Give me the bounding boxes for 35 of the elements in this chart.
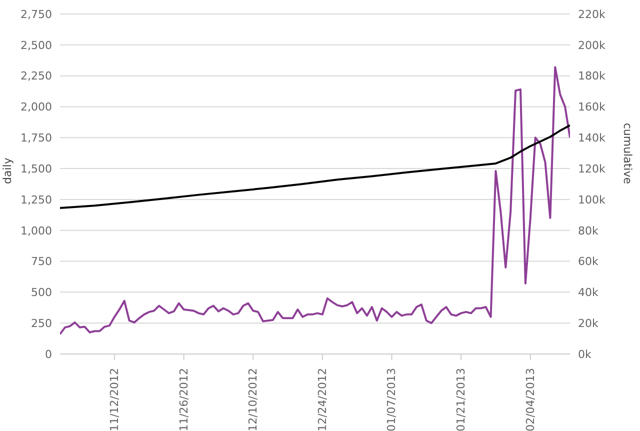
y2-tick-label: 60k bbox=[578, 255, 599, 268]
y-tick-label: 2,500 bbox=[20, 38, 52, 52]
y2-tick-label: 40k bbox=[578, 286, 599, 300]
y-tick-label: 2,250 bbox=[20, 70, 52, 83]
y2-tick-label: 0k bbox=[578, 348, 592, 361]
y-tick-label: 1,500 bbox=[20, 162, 52, 176]
y-tick-label: 1,250 bbox=[20, 193, 52, 206]
y-axis-title: daily bbox=[0, 157, 14, 184]
y2-tick-label: 120k bbox=[578, 162, 606, 176]
x-tick-label: 01/07/2013 bbox=[385, 368, 398, 431]
x-tick-label: 02/04/2013 bbox=[524, 368, 537, 431]
y2-tick-label: 220k bbox=[578, 8, 606, 21]
y-tick-label: 500 bbox=[31, 286, 52, 300]
y2-tick-label: 140k bbox=[578, 132, 606, 145]
x-tick-label: 12/10/2012 bbox=[246, 368, 260, 431]
x-tick-label: 11/12/2012 bbox=[108, 368, 121, 431]
y2-tick-label: 160k bbox=[578, 100, 606, 114]
y2-axis-title: cumulative bbox=[621, 122, 634, 184]
y2-tick-label: 100k bbox=[578, 193, 606, 206]
x-tick-label: 01/21/2013 bbox=[454, 368, 468, 431]
y-tick-label: 250 bbox=[31, 316, 52, 330]
y-tick-label: 0 bbox=[45, 348, 52, 361]
y-tick-label: 2,000 bbox=[20, 100, 52, 114]
y-tick-label: 2,750 bbox=[20, 8, 52, 21]
x-tick-label: 11/26/2012 bbox=[177, 368, 190, 431]
x-tick-label: 12/24/2012 bbox=[316, 368, 329, 431]
y-tick-label: 1,000 bbox=[20, 224, 52, 238]
line-series bbox=[60, 66, 570, 336]
y2-tick-label: 20k bbox=[578, 316, 599, 330]
y-tick-label: 1,750 bbox=[20, 132, 52, 145]
y2-tick-label: 180k bbox=[578, 70, 606, 83]
y2-tick-label: 200k bbox=[578, 38, 606, 52]
y2-tick-label: 80k bbox=[578, 224, 599, 238]
line-series bbox=[60, 124, 570, 209]
y-tick-label: 750 bbox=[31, 255, 52, 268]
